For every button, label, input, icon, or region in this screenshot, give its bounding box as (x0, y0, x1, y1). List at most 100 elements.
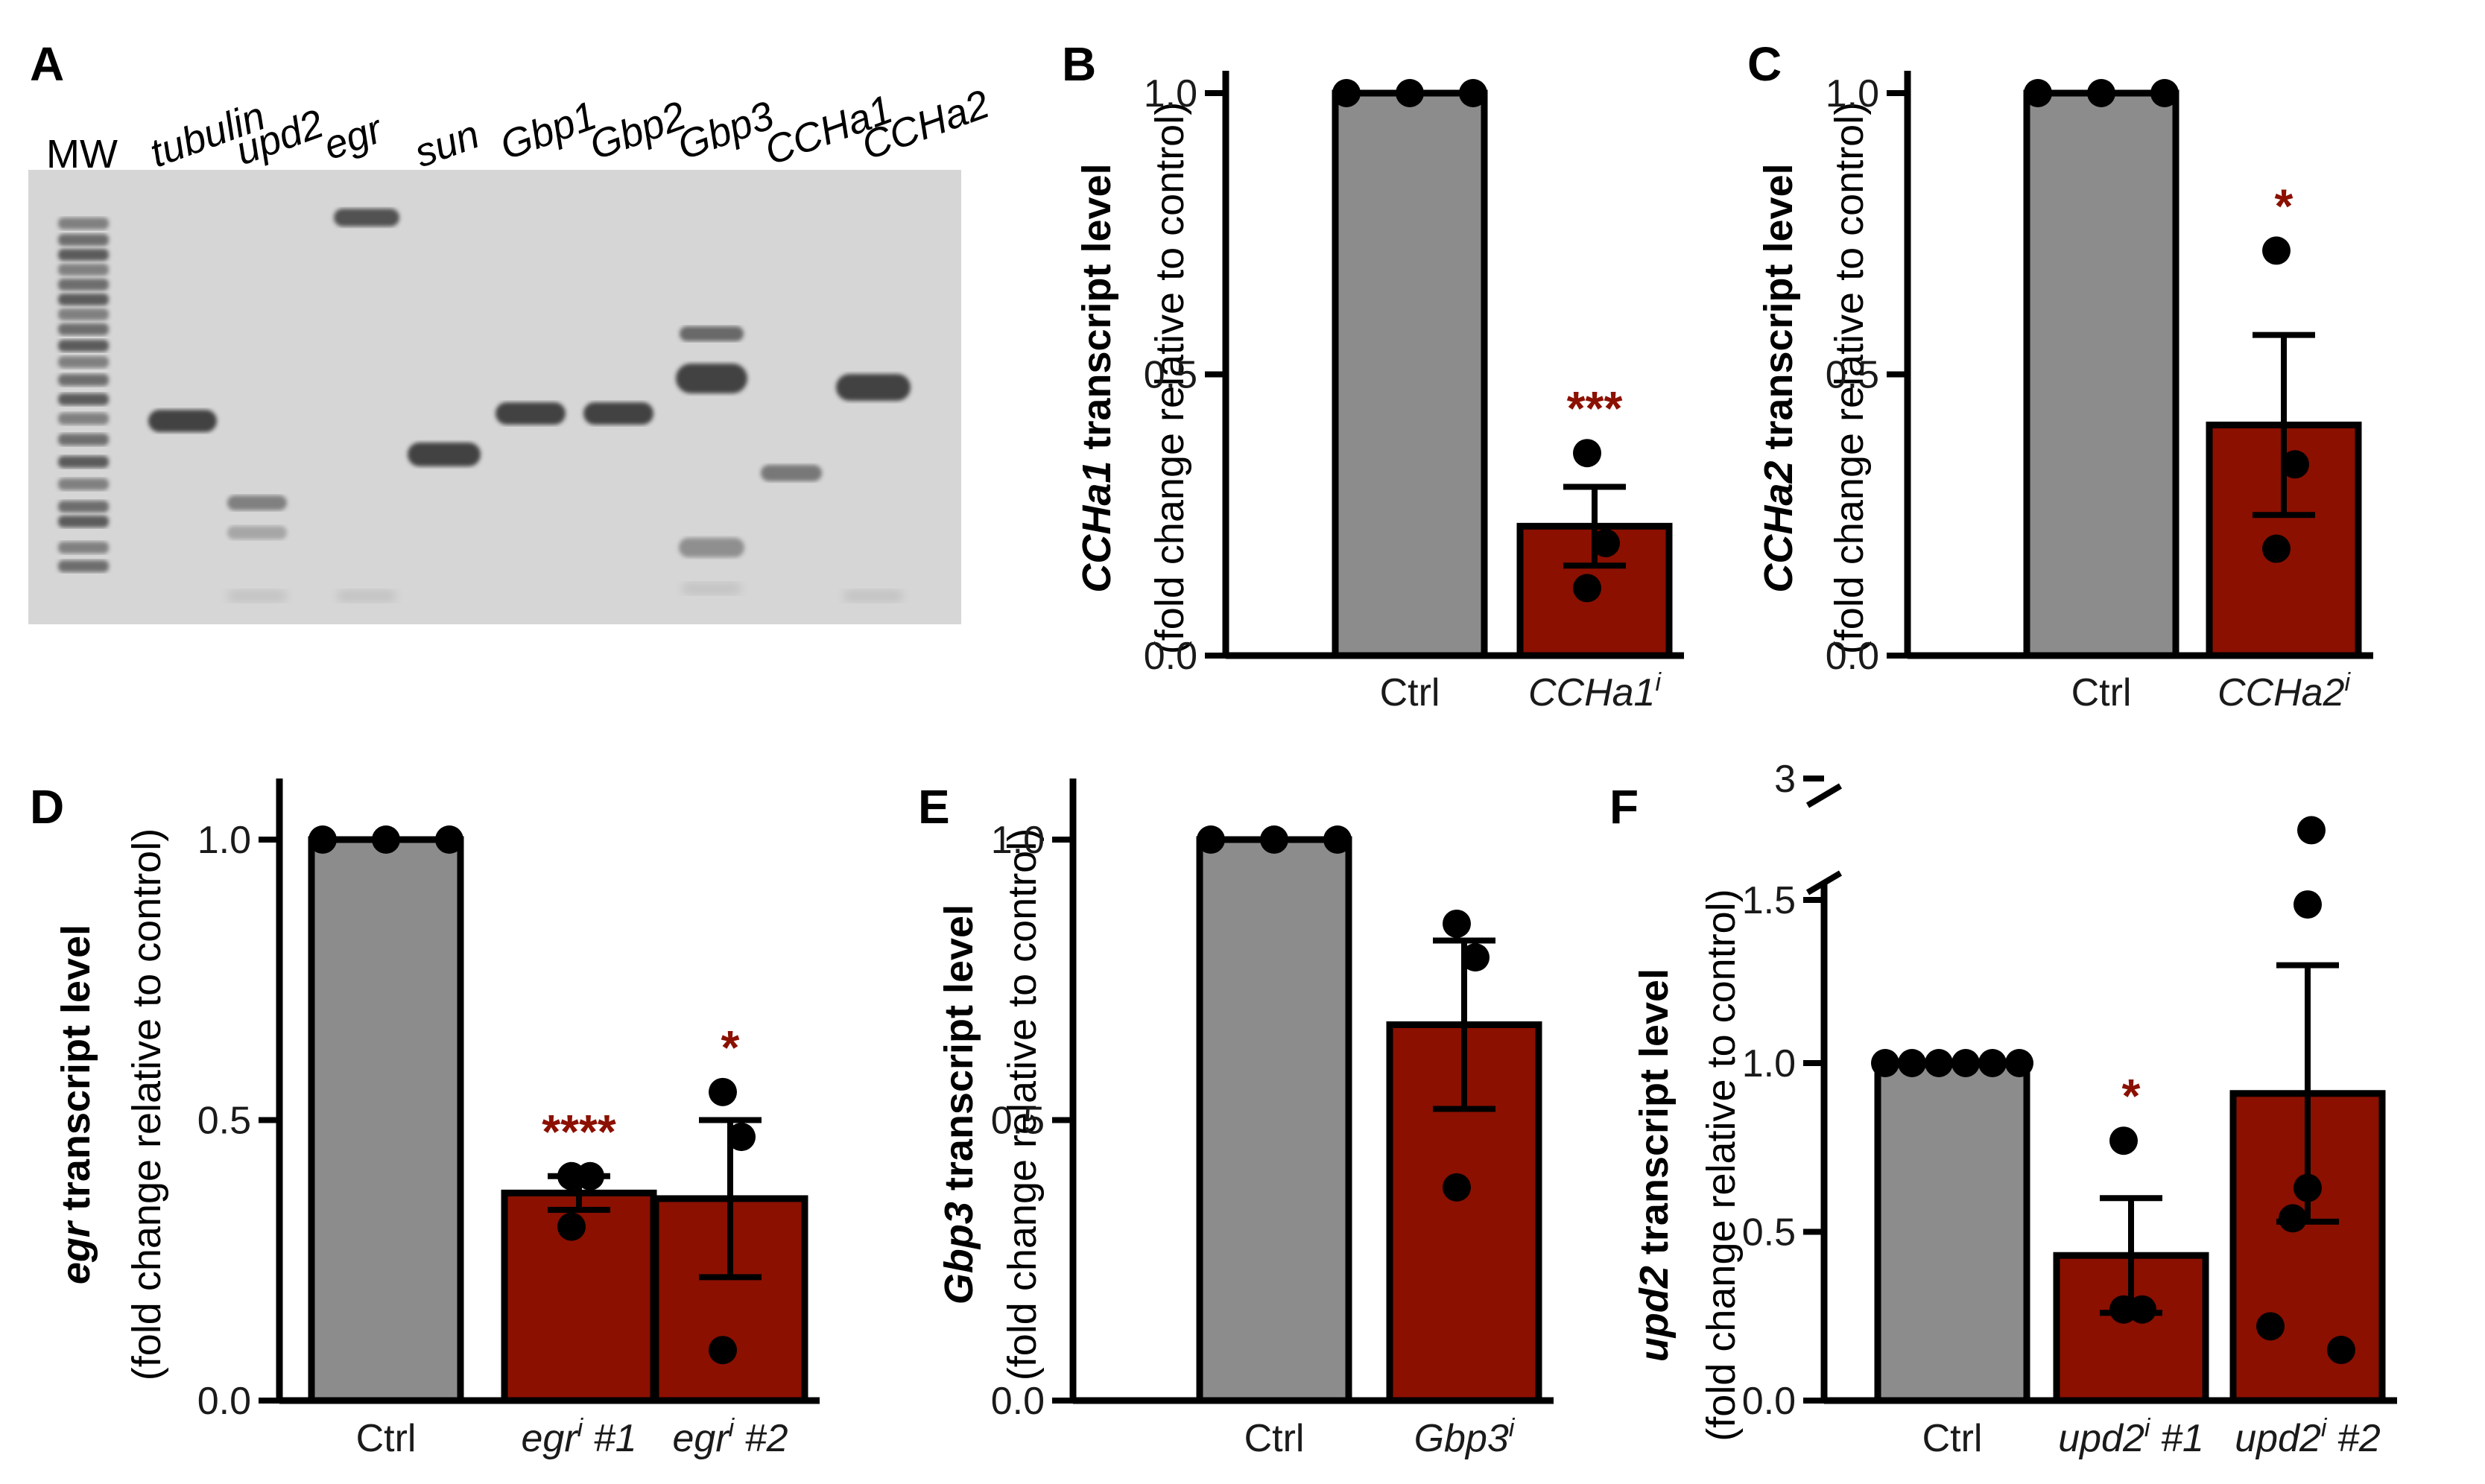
lane-label-sun: sun (409, 112, 485, 176)
data-point (1443, 909, 1471, 938)
x-category-sup: i (2321, 1414, 2328, 1442)
x-category-name: egr (672, 1417, 730, 1460)
x-category-suffix: #2 (2326, 1417, 2380, 1460)
x-category-sup: i (1509, 1414, 1516, 1442)
data-point (2281, 450, 2309, 479)
significance-marker: *** (1567, 381, 1623, 435)
ladder-band (58, 542, 109, 554)
panel-letter: C (1747, 37, 1782, 91)
panel-letter: F (1609, 780, 1639, 834)
x-category-label: Ctrl (1922, 1417, 1983, 1460)
panel-e-chart: E Gbp3 transcript level (fold change relat… (918, 779, 1554, 1460)
ladder-band (58, 356, 109, 368)
gel-band (408, 443, 481, 466)
data-point (2294, 890, 2322, 919)
ladder-band (58, 218, 109, 229)
gel-smear (843, 590, 903, 602)
gel-band (836, 374, 911, 401)
data-point (576, 1161, 604, 1190)
y-axis-gene: upd2 (1632, 1266, 1677, 1362)
y-tick-label: 1.0 (197, 819, 251, 862)
data-point (2024, 79, 2052, 107)
y-axis-gene: egr (54, 1220, 98, 1284)
data-point (2005, 1049, 2033, 1077)
y-axis-title-rest: transcript level (1632, 968, 1677, 1266)
y-tick-label: 0.5 (1742, 1211, 1796, 1255)
x-category-sup: i (2144, 1414, 2151, 1442)
y-tick-label: 1.0 (1826, 72, 1879, 115)
data-point (2256, 1312, 2285, 1341)
y-axis-title-rest: transcript level (1756, 163, 1801, 460)
y-tick-label: 0.5 (197, 1100, 251, 1143)
gel-band (676, 364, 747, 393)
x-category-sup: i (729, 1414, 735, 1442)
y-tick-label: 0.5 (1826, 354, 1879, 397)
significance-marker: * (721, 1021, 740, 1074)
data-point (308, 825, 337, 854)
y-axis-title: Gbp3 transcript level (937, 904, 981, 1304)
y-tick-label: 1.0 (991, 819, 1045, 862)
data-point (372, 825, 400, 854)
gel-smear (227, 590, 287, 602)
data-point (1925, 1049, 1953, 1077)
y-tick-label: 1.0 (1144, 72, 1197, 115)
data-point (1323, 825, 1352, 854)
axis-break-gap (1809, 795, 1839, 884)
ladder-band (58, 249, 109, 261)
data-point (1978, 1049, 2007, 1077)
significance-marker: * (2122, 1069, 2141, 1123)
x-category-name: Ctrl (1380, 671, 1440, 714)
ladder-band (58, 234, 109, 246)
x-category-label: upd2i #2 (2235, 1414, 2381, 1460)
ladder-band (58, 294, 109, 305)
data-point (1951, 1049, 1980, 1077)
gel-bands (58, 209, 911, 602)
x-category-label: Ctrl (2071, 671, 2132, 714)
x-category-sup: i (2344, 668, 2351, 697)
data-point (1443, 1173, 1471, 1202)
ladder-band (58, 516, 109, 527)
ladder-band (58, 413, 109, 425)
gel-smear (682, 583, 741, 594)
data-point (2262, 236, 2291, 265)
x-category-label: Ctrl (356, 1417, 417, 1460)
data-point (2150, 79, 2179, 107)
x-category-name: Ctrl (1244, 1417, 1305, 1460)
panel-letter: B (1062, 37, 1096, 91)
data-point (727, 1123, 756, 1152)
x-category-name: Gbp3 (1414, 1417, 1509, 1460)
panel-letter: E (918, 780, 950, 834)
x-category-label: Gbp3i (1414, 1414, 1516, 1460)
y-tick-label: 1.0 (1742, 1042, 1796, 1085)
ladder-band (58, 264, 109, 276)
gel-band (679, 538, 744, 557)
y-tick-label: 0.0 (1144, 635, 1197, 678)
y-axis-gene: CCHa2 (1756, 461, 1801, 593)
x-category-name: upd2 (2058, 1417, 2144, 1460)
y-axis-title: CCHa2 transcript level (1756, 163, 1801, 592)
y-axis-subtitle: (fold change relative to control) (124, 828, 169, 1380)
data-point (1461, 943, 1490, 972)
ladder-band (58, 374, 109, 386)
ladder-band (58, 478, 109, 490)
x-category-name: CCHa2 (2217, 671, 2345, 714)
y-axis-title-rest: transcript level (937, 904, 981, 1202)
ladder-band (58, 308, 109, 320)
panel-c-chart: C CCHa2 transcript level (fold change rela… (1747, 37, 2373, 714)
ladder-band (58, 279, 109, 291)
ladder-band (58, 560, 109, 572)
y-axis-subtitle: (fold change relative to control) (1000, 828, 1045, 1380)
bar (308, 836, 464, 1404)
data-point (2109, 1295, 2138, 1324)
y-axis-title-rest: transcript level (54, 925, 98, 1222)
axis-break-mark (1805, 783, 1843, 808)
gel-band (680, 326, 744, 341)
x-category-name: egr (521, 1417, 579, 1460)
ladder-band (58, 501, 109, 513)
y-axis-gene: CCHa1 (1074, 461, 1119, 593)
data-point (1871, 1049, 1899, 1077)
